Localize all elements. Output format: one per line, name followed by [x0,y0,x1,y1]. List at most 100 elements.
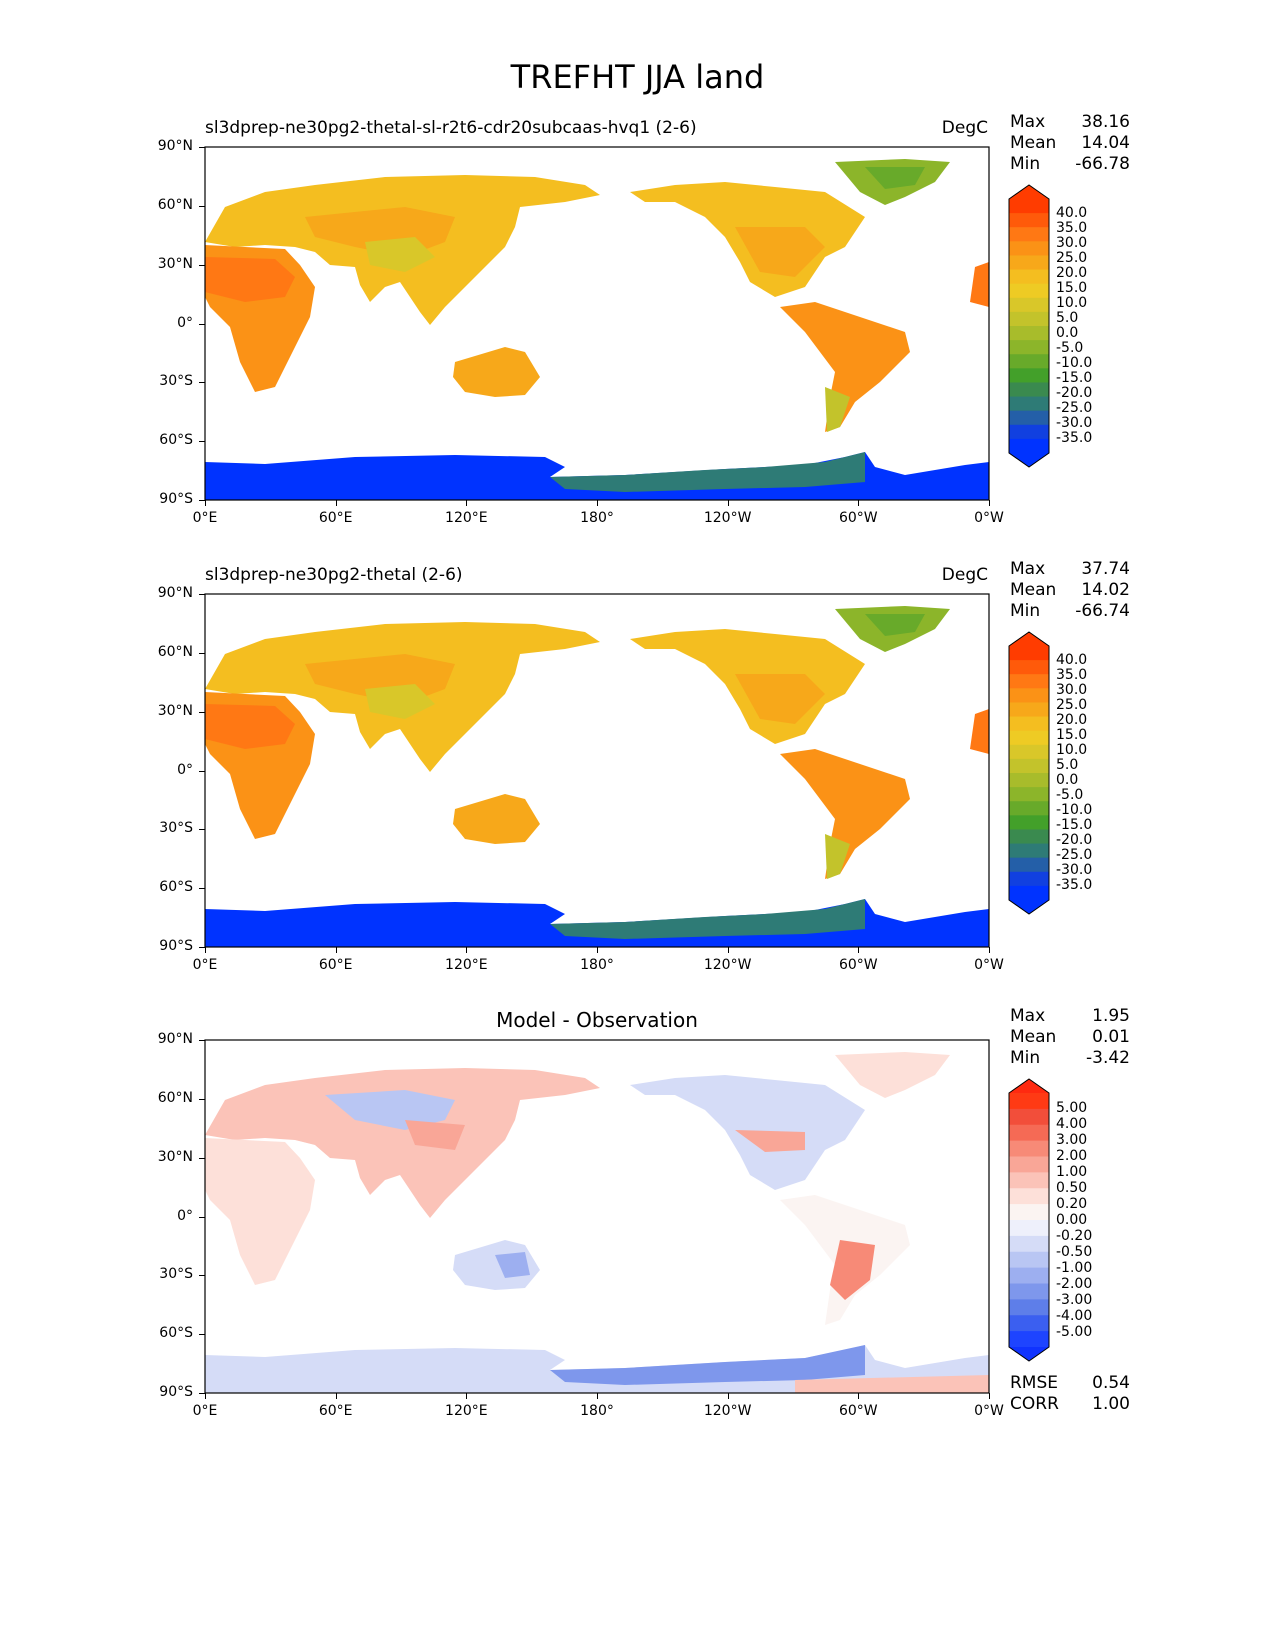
lat-tick-label: 0° [177,761,193,778]
lat-tick-label: 90°S [159,491,193,507]
lat-tick-label: 60°S [159,432,193,449]
panel-3-colorbar [1008,1078,1050,1362]
lat-tick-label: 30°S [159,1266,193,1283]
colorbar-tick-label: 3.00 [1056,1132,1088,1148]
lat-tick-mark [199,264,205,266]
lon-tick-label: 180° [580,957,614,973]
panel-2-title: sl3dprep-ne30pg2-thetal (2-6) [205,565,463,585]
lon-tick-label: 60°W [838,957,878,973]
lat-tick-mark [199,652,205,654]
colorbar-tick-label: 20.0 [1056,712,1088,728]
colorbar-segment [1009,340,1049,355]
panel-2-units: DegC [941,565,988,585]
colorbar-segment [1009,368,1049,383]
colorbar-tick-label: -5.0 [1056,787,1084,803]
colorbar-tick-label: 5.0 [1056,757,1079,773]
lat-tick-mark [199,1393,205,1394]
lon-tick-mark [858,500,860,506]
colorbar-tick-label: 25.0 [1056,697,1088,713]
lon-tick-label: 120°E [445,510,488,526]
colorbar-segment [1009,1204,1049,1221]
colorbar-segment [1009,660,1049,675]
colorbar-tick-label: -35.0 [1056,877,1093,893]
colorbar-segment [1009,227,1049,242]
panel-2-map [204,593,990,948]
colorbar-tick-label: 35.0 [1056,220,1088,236]
lat-tick-label: 90°N [157,138,193,154]
colorbar-segment [1009,1156,1049,1173]
colorbar-segment [1009,1172,1049,1189]
lon-tick-label: 180° [580,510,614,526]
colorbar-segment [1009,255,1049,271]
lat-tick-label: 0° [177,314,193,331]
panel-3-colorbar-labels: 5.00 4.00 3.00 2.00 1.00 0.50 0.20 0.00 -0.20 -0.… [1056,1100,1092,1340]
colorbar-extend-bottom [1009,453,1049,467]
colorbar-tick-label: -1.00 [1056,1260,1093,1276]
colorbar-segment [1009,730,1049,746]
panel-1-max-label: Max [1010,112,1046,132]
panel-2-max-label: Max [1010,559,1046,579]
lat-tick-label: 60°N [157,643,193,660]
colorbar-segment [1009,1093,1049,1110]
colorbar-tick-label: 5.0 [1056,310,1079,326]
colorbar-extend-top [1009,632,1049,646]
panel-2-min-label: Min [1010,601,1041,621]
panel-2-mean-value: 14.02 [1081,580,1130,600]
lat-tick-label: 30°S [159,820,193,837]
lat-tick-mark [199,1098,205,1100]
lat-tick-label: 30°N [157,1148,193,1165]
lat-tick-mark [199,1275,205,1277]
colorbar-segment [1009,674,1049,689]
colorbar-tick-label: 0.0 [1056,325,1079,341]
lat-tick-mark [199,711,205,713]
colorbar-segment [1009,396,1049,412]
colorbar-segment [1009,1140,1049,1157]
difference-fill [205,1052,989,1393]
lat-tick-mark [199,947,205,948]
colorbar-segment [1009,199,1049,214]
panel-3-min-value: -3.42 [1086,1048,1130,1068]
colorbar-extend-bottom [1009,1347,1049,1361]
colorbar-segment [1009,857,1049,873]
rmse-value: 0.54 [1092,1373,1130,1393]
lon-tick-label: 60°E [318,510,353,526]
colorbar-tick-label: 0.00 [1056,1212,1088,1228]
panel-1-max-value: 38.16 [1081,112,1130,132]
lon-tick-mark [597,947,598,953]
colorbar-segment [1009,885,1049,901]
colorbar-segment [1009,1188,1049,1205]
colorbar-segment [1009,702,1049,718]
colorbar-tick-label: -15.0 [1056,817,1093,833]
lon-tick-label: 60°E [318,957,353,973]
lon-tick-mark [466,947,468,953]
panel-1-mean-value: 14.04 [1081,133,1130,153]
colorbar-tick-label: -30.0 [1056,415,1093,431]
lat-tick-mark [199,323,205,325]
colorbar-tick-label: -0.50 [1056,1244,1093,1260]
lat-tick-mark [199,500,205,501]
lon-tick-mark [335,500,337,506]
lat-tick-mark [199,147,205,148]
lon-tick-label: 0°W [974,957,1004,973]
lon-tick-mark [727,947,729,953]
colorbar-segment [1009,801,1049,816]
colorbar-segment [1009,773,1049,788]
lat-tick-label: 30°N [157,255,193,272]
lon-tick-label: 0°E [192,957,218,973]
colorbar-segment [1009,843,1049,859]
lon-tick-mark [858,947,860,953]
lat-tick-label: 90°N [157,1031,193,1047]
panel-3-mean-value: 0.01 [1092,1027,1130,1047]
lon-tick-mark [205,1393,206,1399]
lon-tick-mark [727,500,729,506]
panel-3-max-label: Max [1010,1006,1046,1026]
colorbar-segment [1009,1220,1049,1237]
lat-tick-label: 60°N [157,196,193,213]
lat-tick-label: 30°S [159,373,193,390]
panel-3-min-label: Min [1010,1048,1041,1068]
lon-tick-mark [989,947,990,953]
lon-tick-mark [727,1393,729,1399]
panel-1-colorbar-labels: 40.0 35.0 30.0 25.0 20.0 15.0 10.0 5.0 0.0 -5.0 -1… [1056,206,1092,446]
panel-1-min-label: Min [1010,154,1041,174]
lon-tick-mark [466,1393,468,1399]
